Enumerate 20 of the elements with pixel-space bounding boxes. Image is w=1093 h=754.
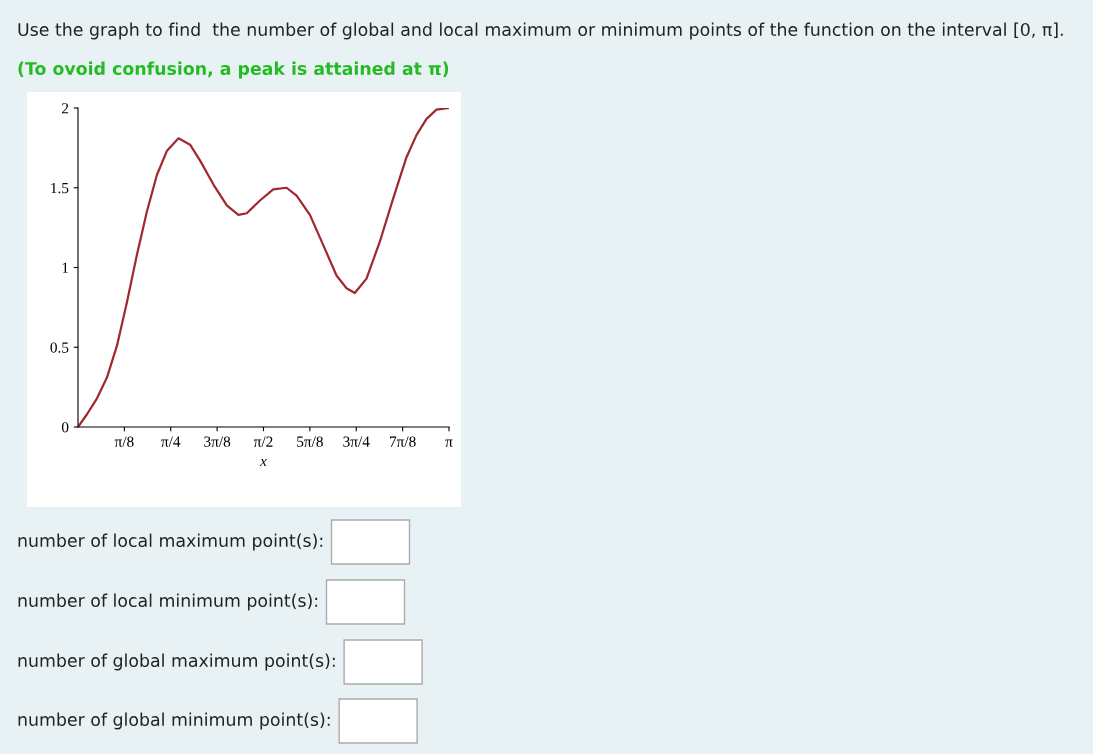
x-tick-label: π [445, 439, 453, 447]
y-tick-label: 1 [62, 262, 69, 273]
y-tick-label: 1.5 [51, 182, 69, 194]
x-tick-label: 3π/4 [343, 436, 370, 447]
x-tick-label: π/4 [161, 436, 181, 447]
chart-subtitle: (To ovoid confusion, a peak is attained at π) [18, 61, 449, 79]
text: number of global maximum point(s): [18, 653, 335, 671]
y-tick-label: 0.5 [50, 342, 69, 353]
x-tick-label: π/8 [114, 436, 134, 447]
x-axis-title: x [259, 459, 267, 467]
y-tick-label: 0 [61, 422, 69, 433]
text: number of global minimum point(s): [18, 712, 330, 730]
text: number of local minimum point(s): [18, 593, 318, 611]
text: Use the graph to find the number of global and local maximum or minimum points of the function on the interval [0, π]. [18, 22, 1063, 40]
x-tick-label: π/2 [253, 436, 273, 447]
y-tick-label: 2 [62, 103, 69, 114]
x-tick-label: 3π/8 [204, 436, 231, 447]
x-tick-label: 5π/8 [297, 436, 323, 447]
text: number of local maximum point(s): [18, 533, 323, 551]
x-tick-label: 7π/8 [390, 436, 416, 447]
